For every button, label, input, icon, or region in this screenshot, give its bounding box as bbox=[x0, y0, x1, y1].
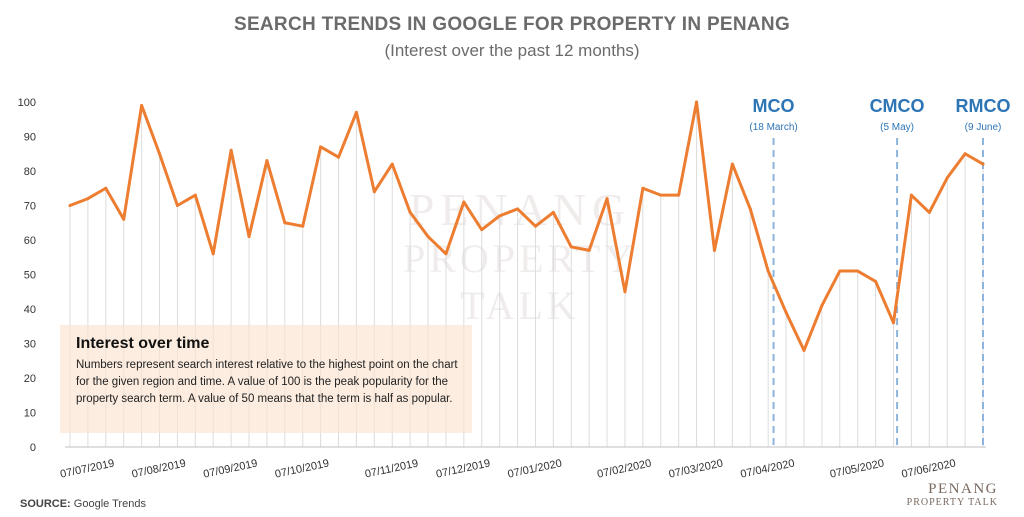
data-point bbox=[426, 235, 430, 239]
data-point bbox=[748, 207, 752, 211]
data-point bbox=[319, 145, 323, 149]
data-point bbox=[891, 321, 895, 325]
data-point bbox=[551, 210, 555, 214]
x-tick-label: 07/12/2019 bbox=[435, 457, 491, 480]
data-point bbox=[981, 162, 985, 166]
logo-top: PENANG bbox=[928, 481, 998, 497]
x-tick-label: 07/03/2020 bbox=[668, 457, 724, 480]
data-point bbox=[838, 269, 842, 273]
data-point bbox=[337, 155, 341, 159]
data-point bbox=[766, 269, 770, 273]
chart-subtitle: (Interest over the past 12 months) bbox=[384, 41, 640, 60]
data-point bbox=[820, 304, 824, 308]
data-point bbox=[945, 176, 949, 180]
x-tick-label: 07/04/2020 bbox=[739, 457, 795, 480]
source-value: Google Trends bbox=[73, 498, 146, 510]
data-point bbox=[605, 197, 609, 201]
data-point bbox=[659, 193, 663, 197]
y-tick-label: 60 bbox=[24, 235, 36, 247]
y-tick-label: 80 bbox=[24, 166, 36, 178]
chart-title: SEARCH TRENDS IN GOOGLE FOR PROPERTY IN … bbox=[233, 14, 791, 35]
data-point bbox=[175, 204, 179, 207]
y-tick-label: 90 bbox=[24, 132, 36, 144]
data-point bbox=[68, 204, 72, 207]
data-point bbox=[301, 224, 305, 228]
y-tick-label: 0 bbox=[30, 442, 36, 454]
annotation-date: (9 June) bbox=[965, 122, 1002, 133]
y-tick-label: 40 bbox=[24, 304, 36, 316]
y-tick-label: 10 bbox=[24, 408, 36, 420]
data-point bbox=[444, 252, 448, 256]
data-point bbox=[533, 224, 537, 228]
info-title: Interest over time bbox=[76, 335, 210, 352]
data-point bbox=[283, 221, 287, 225]
data-point bbox=[856, 269, 860, 273]
data-point bbox=[730, 162, 734, 166]
data-point bbox=[247, 235, 251, 239]
source-note: SOURCE: Google Trends bbox=[20, 498, 146, 510]
data-point bbox=[516, 207, 520, 211]
series-line bbox=[68, 100, 985, 352]
info-body: Numbers represent search interest relati… bbox=[76, 359, 458, 405]
data-point bbox=[462, 200, 466, 204]
data-point bbox=[963, 152, 967, 156]
data-point bbox=[874, 279, 878, 283]
data-point bbox=[695, 100, 699, 104]
data-point bbox=[86, 197, 90, 201]
annotation-date: (18 March) bbox=[749, 122, 797, 133]
data-point bbox=[802, 348, 806, 352]
y-tick-label: 100 bbox=[18, 97, 36, 109]
data-point bbox=[211, 252, 215, 256]
data-point bbox=[354, 110, 358, 114]
x-tick-label: 07/08/2019 bbox=[131, 457, 187, 480]
y-tick-label: 30 bbox=[24, 339, 36, 351]
data-point bbox=[265, 159, 269, 163]
x-tick-label: 07/06/2020 bbox=[900, 457, 956, 480]
data-point bbox=[909, 193, 913, 197]
x-tick-label: 07/09/2019 bbox=[202, 457, 258, 480]
data-point bbox=[408, 210, 412, 214]
data-point bbox=[498, 214, 502, 218]
source-label: SOURCE: bbox=[20, 498, 71, 510]
logo-bottom: PROPERTY TALK bbox=[906, 497, 998, 508]
x-tick-label: 07/01/2020 bbox=[507, 457, 563, 480]
brand-logo: PENANG PROPERTY TALK bbox=[906, 481, 998, 509]
x-tick-label: 07/07/2019 bbox=[59, 457, 115, 480]
data-point bbox=[927, 210, 931, 214]
data-point bbox=[193, 193, 197, 197]
data-point bbox=[104, 186, 108, 190]
y-tick-label: 50 bbox=[24, 270, 36, 282]
data-point bbox=[587, 248, 591, 252]
data-point bbox=[623, 290, 627, 294]
data-point bbox=[390, 162, 394, 166]
data-point bbox=[158, 152, 162, 156]
x-tick-label: 07/05/2020 bbox=[829, 457, 885, 480]
x-tick-label: 07/02/2020 bbox=[596, 457, 652, 480]
annotation-label: RMCO bbox=[956, 96, 1011, 116]
annotation-label: CMCO bbox=[870, 96, 925, 116]
y-tick-label: 20 bbox=[24, 373, 36, 385]
data-point bbox=[784, 310, 788, 314]
data-point bbox=[677, 193, 681, 197]
data-point bbox=[569, 245, 573, 249]
info-box: Interest over time Numbers represent sea… bbox=[60, 325, 472, 433]
data-point bbox=[229, 148, 233, 152]
annotation-date: (5 May) bbox=[880, 122, 914, 133]
data-point bbox=[480, 228, 484, 232]
x-tick-label: 07/10/2019 bbox=[274, 457, 330, 480]
data-point bbox=[372, 190, 376, 194]
annotation-label: MCO bbox=[753, 96, 795, 116]
y-tick-label: 70 bbox=[24, 201, 36, 213]
data-point bbox=[122, 217, 126, 221]
data-point bbox=[140, 103, 144, 107]
data-point bbox=[641, 186, 645, 190]
data-point bbox=[712, 248, 716, 252]
x-tick-label: 07/11/2019 bbox=[364, 458, 420, 481]
